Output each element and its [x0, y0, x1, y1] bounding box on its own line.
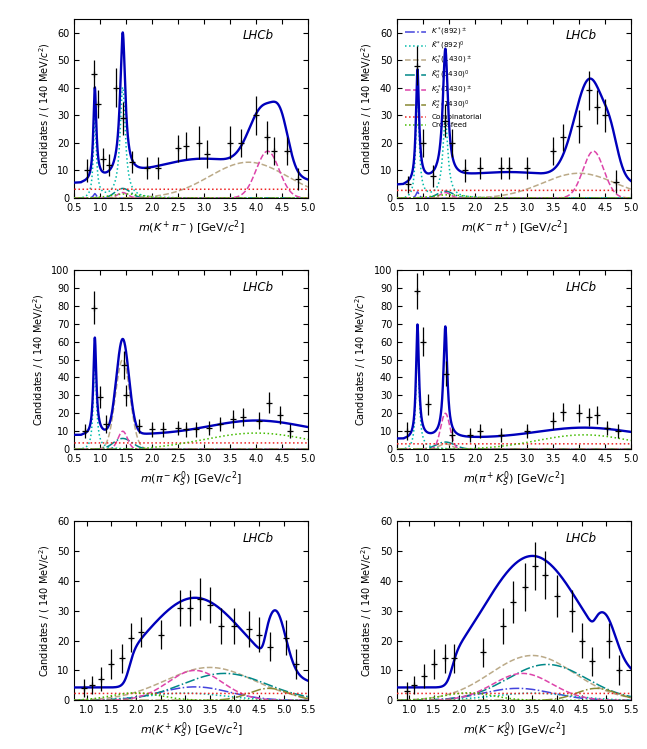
X-axis label: $m(\pi^+K_S^0)$ [GeV/$c^2$]: $m(\pi^+K_S^0)$ [GeV/$c^2$] — [463, 470, 565, 489]
Text: LHCb: LHCb — [565, 532, 597, 545]
X-axis label: $m(K^+K_S^0)$ [GeV/$c^2$]: $m(K^+K_S^0)$ [GeV/$c^2$] — [140, 721, 243, 740]
Y-axis label: Candidates / ( 140 MeV/$c^2$): Candidates / ( 140 MeV/$c^2$) — [37, 545, 52, 677]
Text: LHCb: LHCb — [243, 281, 274, 294]
Text: LHCb: LHCb — [243, 532, 274, 545]
X-axis label: $m(K^-\pi^+)$ [GeV/$c^2$]: $m(K^-\pi^+)$ [GeV/$c^2$] — [461, 219, 567, 237]
Y-axis label: Candidates / ( 140 MeV/$c^2$): Candidates / ( 140 MeV/$c^2$) — [37, 42, 52, 175]
Text: LHCb: LHCb — [565, 29, 597, 43]
X-axis label: $m(K^+\pi^-)$ [GeV/$c^2$]: $m(K^+\pi^-)$ [GeV/$c^2$] — [138, 219, 245, 237]
Y-axis label: Candidates / ( 140 MeV/$c^2$): Candidates / ( 140 MeV/$c^2$) — [360, 545, 374, 677]
X-axis label: $m(K^-K_S^0)$ [GeV/$c^2$]: $m(K^-K_S^0)$ [GeV/$c^2$] — [463, 721, 565, 740]
X-axis label: $m(\pi^-K_S^0)$ [GeV/$c^2$]: $m(\pi^-K_S^0)$ [GeV/$c^2$] — [140, 470, 242, 489]
Y-axis label: Candidates / ( 140 MeV/$c^2$): Candidates / ( 140 MeV/$c^2$) — [360, 42, 374, 175]
Text: LHCb: LHCb — [565, 281, 597, 294]
Text: LHCb: LHCb — [243, 29, 274, 43]
Y-axis label: Candidates / ( 140 MeV/$c^2$): Candidates / ( 140 MeV/$c^2$) — [31, 293, 45, 426]
Legend: $K^*(892)^\pm$, $\bar{K}^*(892)^0$, $K_0^*(1430)^\pm$, $\bar{K}_0^*(1430)^0$, $K: $K^*(892)^\pm$, $\bar{K}^*(892)^0$, $K_0… — [405, 26, 482, 128]
Y-axis label: Candidates / ( 140 MeV/$c^2$): Candidates / ( 140 MeV/$c^2$) — [353, 293, 368, 426]
